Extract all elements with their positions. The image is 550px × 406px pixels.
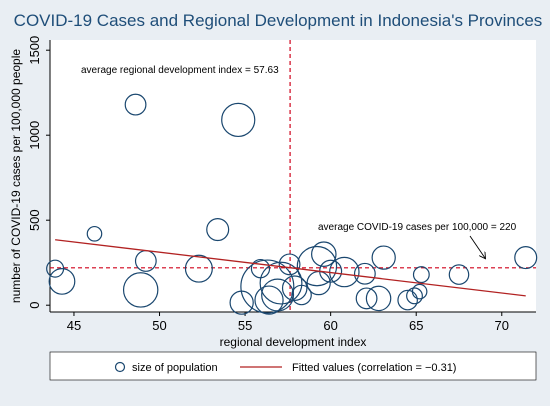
x-axis: 45 50 55 60 65 70 <box>50 311 536 333</box>
data-point <box>124 93 147 116</box>
data-point <box>206 218 230 242</box>
y-tick-label: 0 <box>27 302 42 309</box>
x-tick-label: 70 <box>495 318 509 333</box>
y-axis: 0 500 1000 1500 <box>27 36 51 312</box>
data-point <box>261 278 295 312</box>
legend <box>49 351 537 381</box>
data-point <box>296 245 338 287</box>
reference-lines <box>50 40 536 312</box>
data-point <box>355 287 378 310</box>
x-tick-label: 60 <box>323 318 337 333</box>
data-point <box>86 225 103 242</box>
data-point <box>184 254 213 283</box>
data-point <box>397 289 418 311</box>
legend-label-fitted: Fitted values (correlation = −0.31) <box>292 362 456 374</box>
data-point <box>278 253 301 276</box>
data-point <box>122 272 159 308</box>
data-point <box>240 259 295 314</box>
y-mean-annotation: average COVID-19 cases per 100,000 = 220 <box>318 222 517 233</box>
data-point <box>259 261 303 305</box>
x-mean-annotation: average regional development index = 57.… <box>81 65 279 76</box>
y-tick-label: 1000 <box>27 121 42 150</box>
x-axis-label: regional development index <box>220 335 367 349</box>
data-point <box>448 264 470 285</box>
data-point <box>412 266 430 284</box>
fitted-values-line <box>55 239 526 297</box>
fitted-line <box>55 239 526 297</box>
data-point <box>254 285 284 315</box>
data-point <box>48 268 76 295</box>
data-point <box>353 262 376 285</box>
x-tick-label: 65 <box>409 318 423 333</box>
legend-label-population: size of population <box>132 362 218 374</box>
data-point <box>221 102 256 138</box>
y-tick-label: 500 <box>27 209 42 231</box>
x-tick-label: 50 <box>152 318 166 333</box>
data-point <box>311 241 337 267</box>
x-tick-label: 45 <box>67 318 81 333</box>
annotation-arrow <box>469 235 485 258</box>
data-point <box>371 245 396 270</box>
data-point <box>365 285 392 312</box>
y-axis-label: number of COVID-19 cases per 100,000 peo… <box>9 49 23 303</box>
data-point <box>281 275 308 301</box>
data-point <box>406 287 423 305</box>
data-point <box>411 283 428 300</box>
plot-area <box>50 40 536 312</box>
x-tick-label: 55 <box>238 318 252 333</box>
legend-marker-population <box>114 361 126 373</box>
data-point <box>291 284 312 306</box>
chart-title: COVID-19 Cases and Regional Development … <box>14 11 543 30</box>
y-tick-label: 1500 <box>27 36 42 65</box>
data-point <box>514 246 538 270</box>
